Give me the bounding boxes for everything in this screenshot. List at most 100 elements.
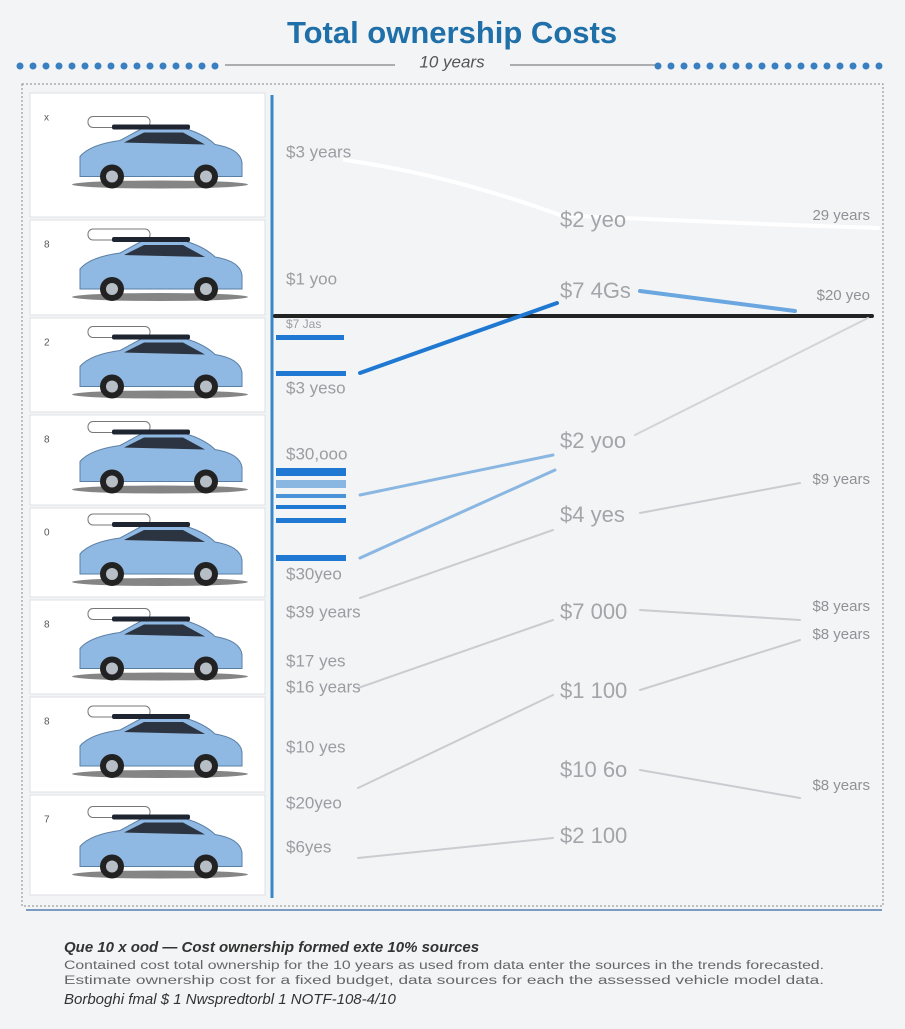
row-number: 7 bbox=[44, 815, 50, 826]
connector bbox=[343, 158, 880, 230]
car-row: 8 bbox=[29, 414, 266, 506]
cost-label: $2 yeo bbox=[560, 207, 626, 232]
cost-label: $9 years bbox=[812, 471, 870, 488]
connector bbox=[359, 529, 554, 599]
cost-label: $8 years bbox=[812, 598, 870, 615]
car-row: 0 bbox=[29, 507, 266, 598]
connector bbox=[357, 619, 554, 689]
connector bbox=[357, 837, 554, 859]
car-shadow bbox=[72, 672, 248, 681]
car-rim bbox=[106, 760, 118, 772]
cost-label: $3 yeso bbox=[286, 378, 346, 397]
car-window bbox=[124, 822, 205, 835]
cost-label: $16 years bbox=[286, 677, 361, 696]
cost-label: $7 Jas bbox=[286, 317, 321, 331]
row-number: 2 bbox=[44, 338, 50, 349]
car-rim bbox=[200, 283, 212, 295]
bar-stub bbox=[276, 335, 344, 340]
cost-label: $3 years bbox=[286, 142, 351, 161]
car-rim bbox=[106, 170, 118, 183]
connector bbox=[639, 639, 801, 691]
footer-heading: Que 10 x ood — Cost ownership formed ext… bbox=[64, 939, 479, 956]
cost-label: $10 6o bbox=[560, 757, 627, 782]
connector bbox=[639, 609, 801, 621]
cost-label: $8 years bbox=[812, 626, 870, 643]
cost-label: $7 000 bbox=[560, 599, 627, 624]
car-rim bbox=[200, 380, 212, 393]
car-shadow bbox=[72, 180, 248, 189]
car-row: x bbox=[29, 92, 266, 218]
car-row: 8 bbox=[29, 219, 266, 316]
car-rim bbox=[106, 475, 118, 488]
cost-label: $17 yes bbox=[286, 651, 346, 670]
connector bbox=[358, 301, 559, 375]
footer-source: Borboghi fmal $ 1 Nwspredtorbl 1 NOTF-10… bbox=[64, 991, 396, 1008]
car-window bbox=[124, 437, 205, 450]
bar-stub bbox=[276, 505, 346, 509]
car-rim bbox=[200, 475, 212, 488]
cost-label: $2 yoo bbox=[560, 428, 626, 453]
connector bbox=[639, 769, 801, 799]
connector bbox=[634, 317, 869, 436]
car-roof bbox=[112, 522, 190, 527]
connector bbox=[358, 453, 555, 497]
car-body bbox=[79, 240, 243, 290]
cost-label: $8 years bbox=[812, 777, 870, 794]
row-number: 0 bbox=[44, 528, 50, 539]
cost-label: $4 yes bbox=[560, 502, 625, 527]
car-shadow bbox=[72, 293, 248, 301]
car-rim bbox=[106, 662, 118, 675]
bar-stubs bbox=[276, 335, 346, 561]
cost-label: 29 years bbox=[812, 207, 870, 224]
car-roof bbox=[112, 124, 190, 130]
bar-stub bbox=[276, 468, 346, 476]
car-row: 7 bbox=[29, 794, 266, 896]
frame bbox=[21, 83, 884, 907]
cost-label: $30,ooo bbox=[286, 444, 347, 463]
car-row: 8 bbox=[29, 696, 266, 793]
car-window bbox=[124, 722, 205, 734]
car-window bbox=[124, 342, 205, 355]
car-shadow bbox=[72, 578, 248, 586]
row-number: 8 bbox=[44, 717, 50, 728]
car-body bbox=[79, 338, 243, 387]
car-roof bbox=[112, 714, 190, 719]
car-window bbox=[124, 245, 205, 257]
car-rim bbox=[200, 568, 212, 580]
car-rim bbox=[106, 380, 118, 393]
car-roof bbox=[112, 237, 190, 242]
car-body bbox=[79, 525, 243, 575]
subtitle: 10 years bbox=[419, 52, 485, 71]
bar-stub bbox=[276, 480, 346, 488]
car-rim bbox=[106, 860, 118, 873]
car-body bbox=[79, 818, 243, 867]
connector bbox=[639, 482, 801, 514]
row-number: 8 bbox=[44, 435, 50, 446]
row-number: 8 bbox=[44, 620, 50, 631]
bar-stub bbox=[276, 555, 346, 561]
connector bbox=[638, 289, 797, 313]
car-shadow bbox=[72, 485, 248, 494]
car-body bbox=[79, 620, 243, 669]
cost-label: $1 yoo bbox=[286, 269, 337, 288]
car-rim bbox=[200, 760, 212, 772]
car-rim bbox=[106, 283, 118, 295]
bar-stub bbox=[276, 371, 346, 376]
connector bbox=[358, 468, 557, 560]
car-window bbox=[124, 530, 205, 542]
bar-stub bbox=[276, 518, 346, 523]
car-roof bbox=[112, 429, 190, 435]
car-roof bbox=[112, 814, 190, 820]
cost-label: $1 100 bbox=[560, 678, 627, 703]
row-number: x bbox=[44, 113, 49, 124]
connectors bbox=[273, 158, 880, 859]
bar-stub bbox=[276, 494, 346, 498]
car-shadow bbox=[72, 390, 248, 399]
car-rim bbox=[200, 662, 212, 675]
cost-label: $20yeo bbox=[286, 793, 342, 812]
cost-label: $10 yes bbox=[286, 737, 346, 756]
footer-line: Estimate ownership cost for a fixed budg… bbox=[64, 975, 824, 987]
car-row: 2 bbox=[29, 317, 266, 413]
car-body bbox=[79, 433, 243, 482]
